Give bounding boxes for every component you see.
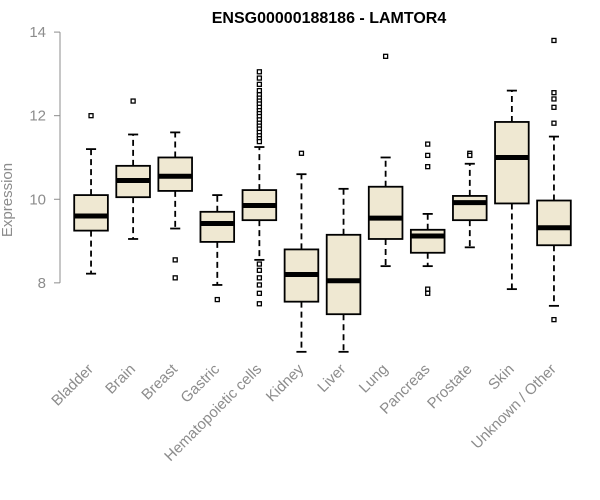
box-unknown-other — [536, 37, 572, 323]
box-brain — [115, 98, 151, 240]
iqr-box-prostate — [452, 195, 488, 222]
outlier-hematopoietic-cells-22 — [256, 275, 263, 281]
box-prostate — [452, 150, 488, 249]
outlier-hematopoietic-cells-21 — [256, 267, 263, 273]
outlier-hematopoietic-cells-24 — [256, 290, 263, 296]
y-axis-label: Expression — [0, 163, 16, 237]
outlier-unknown-other-2 — [551, 96, 557, 102]
outlier-pancreas-3 — [425, 286, 431, 292]
outlier-hematopoietic-cells-0 — [256, 69, 263, 75]
x-label-liver: Liver — [314, 361, 349, 396]
outlier-pancreas-0 — [425, 141, 431, 147]
box-hematopoietic-cells — [241, 69, 278, 307]
outlier-unknown-other-0 — [551, 37, 557, 44]
box-bladder — [73, 113, 109, 275]
outlier-unknown-other-5 — [551, 316, 557, 323]
outlier-hematopoietic-cells-2 — [256, 81, 263, 87]
outlier-kidney-0 — [298, 150, 305, 156]
outlier-hematopoietic-cells-3 — [256, 87, 263, 94]
x-label-prostate: Prostate — [424, 361, 476, 413]
outlier-pancreas-2 — [425, 164, 431, 170]
outlier-brain-0 — [130, 98, 136, 104]
outlier-unknown-other-3 — [551, 104, 557, 110]
outlier-breast-0 — [172, 257, 178, 263]
y-tick-label-8: 8 — [38, 275, 46, 292]
outlier-unknown-other-1 — [551, 90, 557, 96]
box-gastric — [199, 194, 236, 303]
outlier-pancreas-4 — [425, 290, 431, 296]
box-liver — [325, 187, 362, 353]
x-label-bladder: Bladder — [48, 361, 97, 410]
iqr-box-gastric — [199, 210, 236, 243]
iqr-box-skin — [494, 121, 530, 205]
chart-title: ENSG00000188186 - LAMTOR4 — [212, 10, 447, 27]
x-label-brain: Brain — [102, 361, 139, 398]
box-pancreas — [409, 141, 446, 296]
box-skin — [494, 89, 530, 291]
x-label-breast: Breast — [138, 360, 181, 403]
y-tick-label-14: 14 — [29, 24, 46, 41]
iqr-box-lung — [367, 185, 404, 240]
box-lung — [367, 53, 404, 268]
x-label-lung: Lung — [356, 361, 392, 397]
x-label-kidney: Kidney — [263, 360, 308, 405]
outlier-bladder-0 — [88, 113, 94, 119]
box-breast — [157, 131, 193, 281]
outlier-hematopoietic-cells-25 — [256, 301, 263, 307]
outlier-unknown-other-4 — [551, 120, 557, 126]
outlier-hematopoietic-cells-1 — [256, 75, 263, 81]
outlier-hematopoietic-cells-19 — [256, 138, 263, 145]
boxes-group — [73, 37, 572, 353]
outlier-lung-0 — [382, 53, 389, 59]
box-kidney — [283, 150, 320, 353]
iqr-box-liver — [325, 233, 362, 316]
y-tick-label-12: 12 — [29, 108, 46, 125]
y-tick-label-10: 10 — [29, 191, 46, 208]
x-label-skin: Skin — [485, 361, 518, 394]
outlier-pancreas-1 — [425, 152, 431, 159]
outlier-breast-1 — [172, 275, 178, 281]
y-axis: 8 10 12 14 — [29, 24, 61, 292]
iqr-box-bladder — [73, 194, 109, 232]
outlier-prostate-1 — [467, 152, 473, 159]
outlier-hematopoietic-cells-20 — [256, 261, 263, 267]
outlier-hematopoietic-cells-23 — [256, 282, 263, 288]
outlier-gastric-0 — [214, 296, 220, 303]
iqr-box-pancreas — [409, 228, 446, 254]
iqr-box-unknown-other — [536, 199, 572, 247]
